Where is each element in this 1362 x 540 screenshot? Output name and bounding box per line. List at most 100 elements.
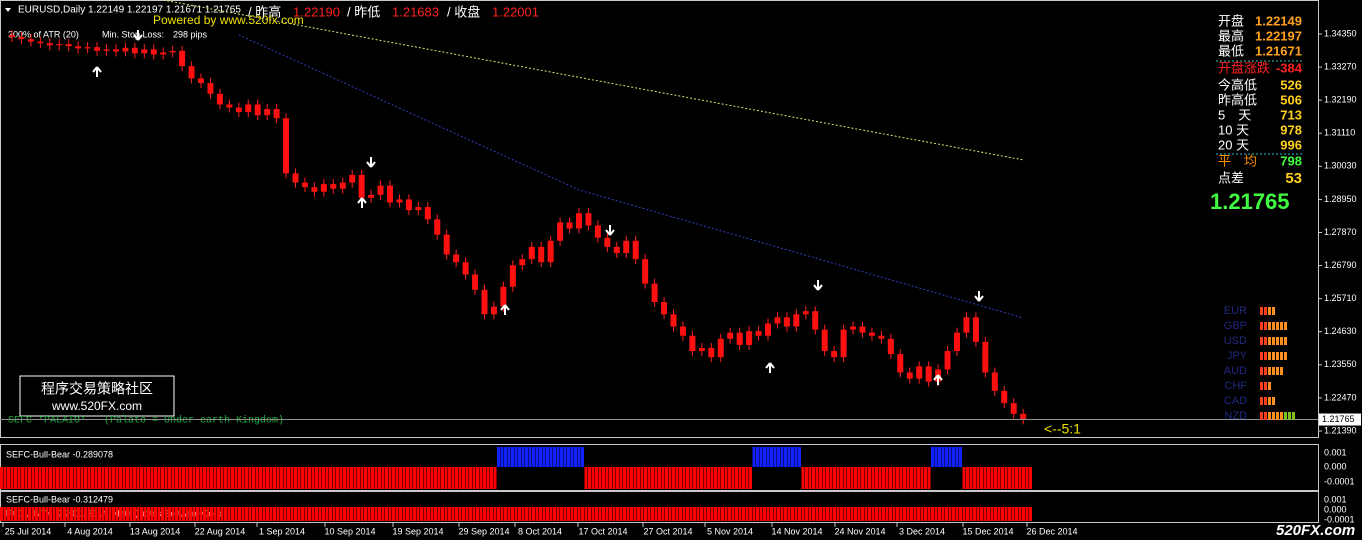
strength-cell bbox=[1268, 397, 1271, 405]
histogram-bar bbox=[868, 507, 871, 521]
y-tick-label: 1.30030 bbox=[1324, 161, 1357, 171]
histogram-bar bbox=[934, 507, 938, 521]
histogram-bar bbox=[87, 467, 91, 489]
candle-body bbox=[462, 262, 469, 275]
histogram-bar bbox=[766, 507, 770, 521]
histogram-bar bbox=[339, 467, 343, 489]
moving-average bbox=[163, 0, 1024, 161]
powered-by: Powered by www.520fx.com bbox=[153, 13, 304, 27]
histogram-bar bbox=[318, 467, 322, 489]
histogram-bar bbox=[980, 507, 983, 521]
histogram-bar bbox=[175, 467, 178, 489]
histogram-bar bbox=[927, 507, 931, 521]
candle-body bbox=[65, 44, 72, 47]
histogram-bar bbox=[654, 467, 658, 489]
histogram-bar bbox=[707, 467, 710, 489]
histogram-bar bbox=[213, 467, 217, 489]
histogram-bar bbox=[556, 447, 560, 467]
candle-body bbox=[868, 332, 875, 336]
strength-cell bbox=[1268, 382, 1271, 390]
histogram-bar bbox=[637, 467, 640, 489]
histogram-bar bbox=[42, 467, 45, 489]
date-label: 1 Sep 2014 bbox=[259, 526, 305, 536]
candle-body bbox=[387, 185, 393, 203]
candle-body bbox=[18, 37, 25, 40]
histogram-bar bbox=[924, 507, 927, 521]
histogram-bar bbox=[346, 467, 350, 489]
histogram-bar bbox=[448, 467, 451, 489]
histogram-bar bbox=[224, 467, 227, 489]
strength-cell bbox=[1264, 412, 1267, 420]
histogram-bar bbox=[819, 507, 822, 521]
histogram-bar bbox=[276, 507, 280, 521]
histogram-bar bbox=[77, 507, 80, 521]
ratio: <--5:1 bbox=[1044, 421, 1081, 437]
info-label: 平 均 bbox=[1218, 153, 1257, 168]
histogram-bar bbox=[402, 507, 406, 521]
candle-body bbox=[1001, 390, 1008, 404]
histogram-bar bbox=[591, 467, 595, 489]
histogram-bar bbox=[948, 507, 952, 521]
strength-cell bbox=[1280, 352, 1283, 360]
candle-body bbox=[273, 109, 280, 119]
histogram-bar bbox=[647, 467, 651, 489]
copyright: FXCM MT4, ? 2001-2014, MetaQuotes Softwa… bbox=[6, 508, 224, 518]
histogram-bar bbox=[686, 507, 689, 521]
histogram-bar bbox=[609, 467, 612, 489]
histogram-bar bbox=[763, 507, 766, 521]
histogram-bar bbox=[196, 467, 199, 489]
histogram-bar bbox=[458, 467, 462, 489]
strength-cell bbox=[1272, 412, 1275, 420]
info-label: 最低 bbox=[1218, 43, 1244, 58]
candle-body bbox=[301, 182, 308, 188]
candle-body bbox=[774, 317, 781, 324]
candle-body bbox=[169, 50, 176, 53]
histogram-bar bbox=[493, 467, 497, 489]
histogram-bar bbox=[847, 507, 850, 521]
histogram-bar bbox=[1011, 507, 1015, 521]
histogram-bar bbox=[836, 507, 840, 521]
histogram-bar bbox=[98, 507, 101, 521]
histogram-bar bbox=[528, 507, 532, 521]
panel-tick-label: -0.0001 bbox=[1324, 514, 1355, 524]
histogram-bar bbox=[570, 447, 574, 467]
candle-body bbox=[150, 49, 157, 55]
info-label: 昨高低 bbox=[1218, 92, 1257, 107]
histogram-bar bbox=[115, 507, 119, 521]
histogram-bar bbox=[1018, 467, 1022, 489]
candle-body bbox=[481, 289, 488, 315]
candle-body bbox=[235, 107, 242, 113]
histogram-bar bbox=[990, 467, 994, 489]
histogram-bar bbox=[469, 467, 472, 489]
strength-cell bbox=[1280, 412, 1283, 420]
histogram-bar bbox=[773, 447, 777, 467]
histogram-bar bbox=[112, 507, 115, 521]
histogram-bar bbox=[392, 467, 395, 489]
histogram-bar bbox=[161, 467, 164, 489]
candle-body bbox=[75, 46, 82, 49]
candle-body bbox=[349, 174, 356, 183]
histogram-bar bbox=[724, 467, 728, 489]
histogram-bar bbox=[10, 467, 14, 489]
histogram-bar bbox=[7, 467, 10, 489]
histogram-bar bbox=[721, 507, 724, 521]
strength-cell bbox=[1272, 367, 1275, 375]
candle-body bbox=[188, 66, 195, 79]
strength-cell bbox=[1268, 322, 1271, 330]
candle-body bbox=[84, 47, 91, 49]
main-chart-frame bbox=[0, 0, 1319, 438]
histogram-bar bbox=[444, 467, 448, 489]
info-label: 10 天 bbox=[1218, 122, 1249, 137]
histogram-bar bbox=[70, 507, 73, 521]
histogram-bar bbox=[938, 507, 941, 521]
candle-body bbox=[27, 39, 34, 42]
info-label: 20 天 bbox=[1218, 137, 1249, 152]
histogram-bar bbox=[833, 507, 836, 521]
histogram-bar bbox=[175, 507, 178, 521]
histogram-bar bbox=[476, 467, 479, 489]
histogram-bar bbox=[101, 507, 105, 521]
histogram-bar bbox=[1001, 467, 1004, 489]
histogram-bar bbox=[931, 447, 934, 467]
histogram-bar bbox=[976, 467, 980, 489]
histogram-bar bbox=[497, 447, 500, 467]
